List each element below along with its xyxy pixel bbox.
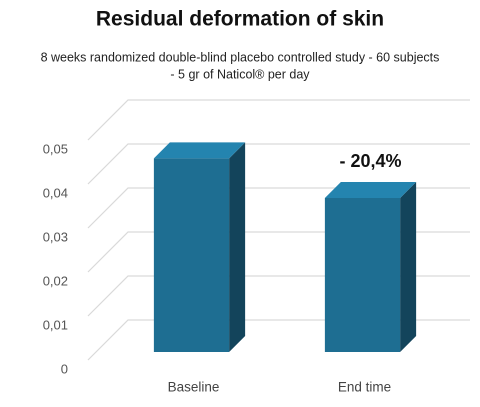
y-tick-label: 0,03 (43, 229, 68, 244)
grid-line (87, 99, 470, 141)
chart-subtitle: 8 weeks randomized double-blind placebo … (41, 50, 440, 64)
x-tick-label: End time (338, 380, 391, 395)
bar-top (324, 182, 417, 198)
bar-side (229, 142, 246, 352)
grid-line (87, 143, 470, 185)
chart-title: Residual deformation of skin (96, 8, 384, 31)
annotation: - 20,4% (339, 151, 401, 171)
bar-top (153, 142, 246, 159)
bar-side (400, 182, 417, 352)
y-tick-label: 0,02 (43, 273, 68, 288)
x-tick-label: Baseline (168, 380, 220, 395)
y-tick-label: 0,01 (43, 317, 68, 332)
bar (324, 198, 401, 352)
y-tick-label: 0,04 (43, 185, 68, 200)
chart-subtitle: - 5 gr of Naticol® per day (170, 67, 310, 81)
y-tick-label: 0 (61, 361, 68, 376)
y-tick-label: 0,05 (43, 141, 68, 156)
bar (153, 158, 230, 352)
